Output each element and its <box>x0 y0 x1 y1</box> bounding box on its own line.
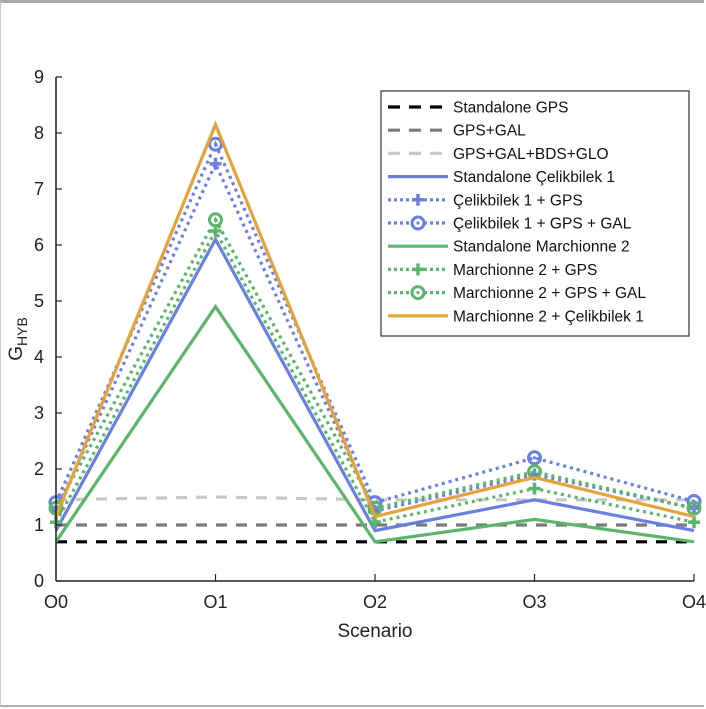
y-tick-label: 9 <box>34 67 44 87</box>
y-tick-label: 5 <box>34 291 44 311</box>
legend-box <box>380 90 690 337</box>
y-tick-label: 4 <box>34 347 44 367</box>
x-tick-label: O2 <box>363 592 387 612</box>
y-ticks: 0 1 2 3 4 5 6 7 8 9 <box>34 67 62 591</box>
legend-entry: Standalone Çelikbilek 1 <box>388 169 615 186</box>
series-standalone-marchionne-2 <box>54 303 695 544</box>
legend-entry: Standalone GPS <box>388 100 568 117</box>
legend-label: Standalone Marchionne 2 <box>453 239 630 256</box>
plus-marker <box>688 516 700 529</box>
plus-marker <box>209 157 222 170</box>
circle-marker <box>527 450 542 466</box>
legend: Standalone GPS GPS+GAL GPS+GAL+BDS+GLO Stan… <box>380 90 690 337</box>
legend-entry: Standalone Marchionne 2 <box>388 239 630 256</box>
legend-label: Çelikbilek 1 + GPS + GAL <box>453 216 632 233</box>
x-tick-label: O1 <box>203 592 227 612</box>
y-axis-title-group: GHYB <box>6 317 30 361</box>
series-gps-gal-bds-glo <box>55 495 694 502</box>
y-tick-label: 3 <box>34 403 44 423</box>
series-line <box>54 120 695 519</box>
legend-entry: Marchionne 2 + GPS + GAL <box>388 285 646 302</box>
legend-label: Marchionne 2 + GPS <box>453 262 597 279</box>
legend-entry: Çelikbilek 1 + GPS + GAL <box>388 215 632 233</box>
circle-marker <box>208 136 223 152</box>
y-tick-label: 2 <box>34 459 44 479</box>
circle-marker <box>686 500 702 516</box>
legend-entry: GPS+GAL <box>388 123 526 140</box>
y-tick-label: 6 <box>34 235 44 255</box>
x-ticks: O0 O1 O2 O3 O4 <box>44 574 706 612</box>
y-tick-label: 1 <box>34 515 44 535</box>
axes: 0 1 2 3 4 5 6 7 8 9 O0 O1 O2 O3 O4 <box>34 67 706 612</box>
legend-entry: Çelikbilek 1 + GPS <box>388 192 583 209</box>
series-line <box>54 236 695 533</box>
series-marchionne-2-gps-gal <box>48 212 702 516</box>
x-tick-label: O4 <box>682 592 706 612</box>
legend-label: Çelikbilek 1 + GPS <box>453 192 583 209</box>
y-tick-label: 8 <box>34 123 44 143</box>
legend-entry: Marchionne 2 + GPS <box>388 262 597 279</box>
legend-entry: GPS+GAL+BDS+GLO <box>388 146 609 163</box>
legend-label: Marchionne 2 + Çelikbilek 1 <box>453 308 644 325</box>
y-axis-title-subscript: HYB <box>14 317 30 346</box>
legend-label: GPS+GAL+BDS+GLO <box>453 146 609 163</box>
legend-label: Marchionne 2 + GPS + GAL <box>453 285 646 302</box>
series-marchionne-2-elikbilek-1 <box>54 120 695 519</box>
legend-entry: Marchionne 2 + Çelikbilek 1 <box>388 308 644 325</box>
x-tick-label: O0 <box>44 592 68 612</box>
x-tick-label: O3 <box>522 592 546 612</box>
x-axis-title: Scenario <box>338 621 413 642</box>
y-tick-label: 7 <box>34 179 44 199</box>
legend-label: Standalone GPS <box>453 100 568 117</box>
series-line <box>54 303 695 544</box>
circle-marker <box>208 212 223 228</box>
plus-marker <box>528 482 541 495</box>
series-line <box>55 495 694 502</box>
legend-label: GPS+GAL <box>453 123 526 140</box>
y-axis-title: GHYB <box>6 317 30 361</box>
y-axis-title-main: G <box>6 346 27 361</box>
series-standalone-elikbilek-1 <box>54 236 695 533</box>
y-tick-label: 0 <box>34 571 44 591</box>
plot-lines <box>48 120 702 544</box>
legend-label: Standalone Çelikbilek 1 <box>453 169 615 186</box>
legend-entries: Standalone GPS GPS+GAL GPS+GAL+BDS+GLO Stan… <box>388 100 646 325</box>
